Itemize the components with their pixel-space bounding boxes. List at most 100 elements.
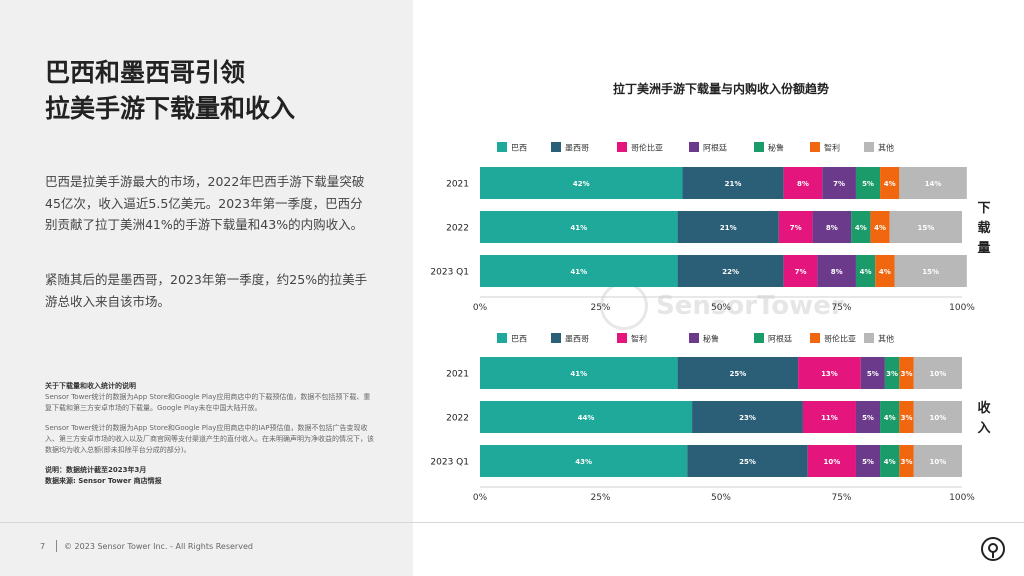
revenue-bar-segment: [913, 445, 962, 477]
footer-separator: [56, 540, 57, 552]
revenue-bar-segment: [798, 357, 861, 389]
downloads-bar-segment: [817, 255, 856, 287]
downloads-data-label: 41%: [570, 268, 587, 276]
downloads-bar-segment: [875, 255, 895, 287]
left-panel: [0, 0, 413, 576]
revenue-x-tick-label: 25%: [590, 493, 610, 503]
downloads-data-label: 15%: [917, 224, 934, 232]
downloads-data-label: 7%: [833, 180, 845, 188]
revenue-data-label: 13%: [821, 370, 838, 378]
title-line-1: 巴西和墨西哥引领: [45, 58, 246, 87]
notes-block: 关于下载量和收入统计的说明 Sensor Tower统计的数据为App Stor…: [45, 381, 375, 487]
downloads-bar-segment: [677, 211, 779, 243]
downloads-data-label: 14%: [925, 180, 942, 188]
title-line-2: 拉美手游下载量和收入: [45, 94, 296, 123]
downloads-bar-segment: [480, 167, 683, 199]
downloads-data-label: 5%: [862, 180, 874, 188]
revenue-data-label: 4%: [884, 414, 896, 422]
downloads-legend-label: 哥伦比亚: [631, 143, 663, 153]
notes-explain: 说明：数据统计截至2023年3月: [45, 466, 147, 474]
body-paragraph-1: 巴西是拉美手游最大的市场，2022年巴西手游下载量突破45亿次，收入逼近5.5亿…: [45, 174, 365, 232]
revenue-x-tick-label: 50%: [711, 493, 731, 503]
downloads-data-label: 15%: [922, 268, 939, 276]
revenue-data-label: 11%: [821, 414, 838, 422]
downloads-legend-label: 墨西哥: [565, 144, 589, 153]
downloads-x-tick-label: 0%: [473, 303, 488, 313]
revenue-data-label: 3%: [901, 458, 913, 466]
revenue-legend-swatch: [754, 333, 764, 343]
downloads-bar-segment: [855, 167, 881, 199]
revenue-data-label: 3%: [901, 414, 913, 422]
downloads-legend-label: 阿根廷: [703, 143, 727, 153]
downloads-legend-label: 其他: [878, 143, 894, 153]
downloads-bar-segment: [480, 211, 678, 243]
downloads-legend-swatch: [551, 142, 561, 152]
revenue-legend-label: 其他: [878, 334, 894, 344]
revenue-bar-segment: [802, 401, 856, 433]
revenue-bar-segment: [913, 357, 962, 389]
downloads-bar-segment: [677, 255, 784, 287]
sensor-tower-logo-icon: [981, 537, 1005, 561]
page-title: 巴西和墨西哥引领 拉美手游下载量和收入: [45, 55, 385, 127]
revenue-bar-segment: [480, 401, 693, 433]
downloads-legend-swatch: [810, 142, 820, 152]
notes-title: 关于下载量和收入统计的说明: [45, 382, 136, 390]
revenue-bar-segment: [692, 401, 803, 433]
revenue-data-label: 10%: [930, 458, 947, 466]
downloads-legend-label: 智利: [824, 143, 840, 153]
downloads-bar-segment: [894, 255, 967, 287]
downloads-data-label: 8%: [797, 180, 809, 188]
downloads-category-label: 2022: [446, 224, 469, 234]
downloads-data-label: 22%: [722, 268, 739, 276]
downloads-bar-segment: [783, 255, 818, 287]
downloads-bar-segment: [851, 211, 871, 243]
copyright-text: © 2023 Sensor Tower Inc. - All Rights Re…: [64, 542, 253, 551]
revenue-legend-label: 哥伦比亚: [824, 334, 856, 344]
revenue-legend-label: 秘鲁: [703, 334, 719, 344]
revenue-legend-label: 墨西哥: [565, 335, 589, 344]
downloads-bar-segment: [899, 167, 967, 199]
revenue-legend-swatch: [617, 333, 627, 343]
revenue-data-label: 5%: [867, 370, 879, 378]
page-number: 7: [40, 542, 46, 551]
side-label-char: 下: [977, 201, 991, 216]
revenue-data-label: 3%: [886, 370, 898, 378]
downloads-bar-segment: [783, 167, 823, 199]
sensor-tower-watermark: SensorTower: [600, 282, 844, 330]
downloads-category-label: 2021: [446, 180, 469, 190]
revenue-data-label: 44%: [578, 414, 595, 422]
revenue-bar-segment: [480, 357, 678, 389]
revenue-legend-label: 智利: [631, 334, 647, 344]
revenue-legend-swatch: [551, 333, 561, 343]
downloads-data-label: 4%: [860, 268, 872, 276]
revenue-legend-swatch: [810, 333, 820, 343]
downloads-data-label: 4%: [855, 224, 867, 232]
downloads-data-label: 7%: [795, 268, 807, 276]
downloads-data-label: 7%: [790, 224, 802, 232]
side-label-char: 入: [977, 421, 991, 436]
footer-divider: [0, 522, 1024, 523]
revenue-bar-segment: [687, 445, 808, 477]
downloads-x-tick-label: 100%: [949, 303, 975, 313]
revenue-x-tick-label: 0%: [473, 493, 488, 503]
revenue-data-label: 4%: [884, 458, 896, 466]
revenue-bar-segment: [807, 445, 856, 477]
revenue-data-label: 23%: [739, 414, 756, 422]
revenue-bar-segment: [899, 401, 914, 433]
revenue-legend-swatch: [497, 333, 507, 343]
downloads-bar-segment: [870, 211, 890, 243]
side-label-char: 载: [977, 221, 991, 236]
downloads-legend-swatch: [497, 142, 507, 152]
downloads-legend-label: 巴西: [511, 144, 527, 153]
downloads-legend-swatch: [617, 142, 627, 152]
downloads-x-tick-label: 50%: [711, 303, 731, 313]
downloads-data-label: 4%: [879, 268, 891, 276]
revenue-bar-segment: [899, 445, 914, 477]
downloads-data-label: 41%: [570, 224, 587, 232]
revenue-data-label: 3%: [901, 370, 913, 378]
revenue-category-label: 2021: [446, 370, 469, 380]
watermark-text: SensorTower: [656, 291, 844, 321]
revenue-legend-label: 阿根廷: [768, 334, 792, 344]
revenue-data-label: 25%: [739, 458, 756, 466]
